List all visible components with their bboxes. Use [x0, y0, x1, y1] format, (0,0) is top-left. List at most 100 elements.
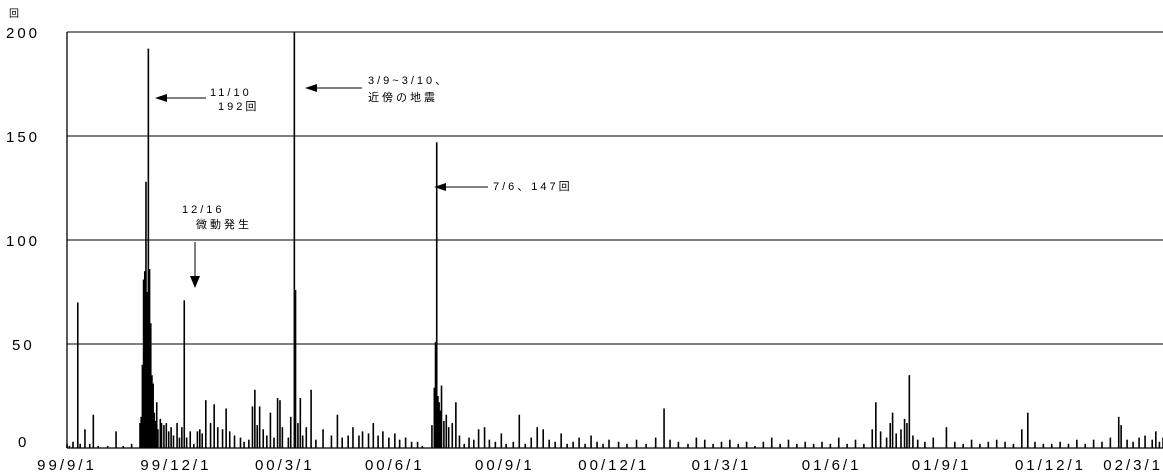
bar — [1067, 443, 1070, 448]
bar — [289, 416, 292, 448]
bar — [233, 435, 236, 448]
bar — [431, 425, 433, 448]
bar — [266, 435, 268, 448]
x-tick-label: 00/6/1 — [365, 457, 425, 474]
bar — [1059, 441, 1061, 448]
bar — [530, 437, 533, 448]
annotation-12-16-arrowhead — [190, 276, 200, 288]
bar — [906, 423, 908, 448]
bar — [394, 433, 396, 448]
bar — [500, 433, 503, 448]
bar — [787, 439, 790, 448]
bar — [554, 441, 556, 448]
bar — [330, 435, 333, 448]
x-tick-label: 00/3/1 — [255, 457, 315, 474]
bar — [254, 389, 256, 448]
bar — [258, 406, 261, 448]
bar — [687, 443, 689, 448]
bar — [115, 431, 117, 448]
bar — [228, 431, 231, 448]
annotation-3-9: 3/9~3/10、 近傍の地震 — [305, 75, 446, 104]
bar — [170, 427, 172, 448]
annotation-12-16-date: 12/16 — [182, 204, 225, 216]
bar — [172, 435, 175, 448]
bar — [410, 441, 413, 448]
bar — [183, 300, 186, 448]
bar — [932, 437, 935, 448]
bar — [875, 402, 877, 448]
bar — [193, 443, 195, 448]
bar — [560, 433, 562, 448]
bar — [293, 32, 296, 448]
bar — [440, 385, 443, 448]
bar — [1158, 441, 1161, 448]
bar — [216, 427, 219, 448]
bar — [451, 423, 454, 448]
bar — [962, 443, 964, 448]
bar — [871, 429, 874, 448]
bar — [645, 443, 647, 448]
x-tick-label: 99/9/1 — [37, 457, 97, 474]
bar — [854, 439, 857, 448]
bar — [596, 441, 598, 448]
bar — [703, 439, 706, 448]
bar — [695, 437, 698, 448]
bar — [398, 439, 401, 448]
bar — [151, 375, 153, 448]
bar — [945, 427, 948, 448]
bar — [336, 414, 339, 448]
annotation-11-10-arrowhead — [155, 94, 167, 102]
bar — [891, 412, 894, 448]
bar — [908, 375, 911, 448]
y-axis-unit-label: 回 — [9, 8, 19, 20]
bar — [720, 441, 723, 448]
bar — [1126, 439, 1128, 448]
bar — [712, 443, 714, 448]
bar — [130, 443, 133, 448]
bar — [88, 443, 91, 448]
x-tick-label: 01/3/1 — [692, 457, 752, 474]
bar — [148, 269, 151, 448]
bar — [455, 402, 457, 448]
bar — [213, 404, 215, 448]
bar — [812, 443, 815, 448]
bar — [536, 427, 539, 448]
bar — [663, 408, 665, 448]
bar — [518, 414, 521, 448]
y-tick-label: 100 — [6, 233, 40, 250]
bar — [654, 437, 657, 448]
bar — [626, 443, 628, 448]
bar — [1004, 441, 1006, 448]
gridlines — [67, 31, 1163, 345]
bar — [421, 445, 424, 448]
bar — [617, 441, 620, 448]
bar — [145, 181, 147, 448]
bar — [146, 292, 148, 448]
bar — [900, 429, 902, 448]
bar — [779, 443, 781, 448]
bar — [443, 420, 445, 448]
bar — [159, 418, 162, 448]
bar — [1012, 443, 1015, 448]
bar — [916, 439, 919, 448]
bar — [248, 439, 250, 448]
bar — [140, 416, 142, 448]
bar — [1120, 425, 1122, 448]
bar — [361, 431, 364, 448]
bar — [72, 441, 74, 448]
bar — [477, 429, 480, 448]
bar — [903, 418, 906, 448]
bar — [1042, 443, 1045, 448]
bar — [297, 423, 299, 448]
bar — [155, 402, 158, 448]
bar — [435, 142, 438, 449]
x-tick-label: 01/6/1 — [802, 457, 862, 474]
bar — [821, 441, 823, 448]
bar — [305, 427, 308, 448]
bar — [251, 406, 254, 448]
bar — [1026, 412, 1029, 448]
bar — [294, 289, 297, 448]
bar — [796, 443, 798, 448]
bar — [584, 443, 586, 448]
bar — [434, 341, 437, 448]
